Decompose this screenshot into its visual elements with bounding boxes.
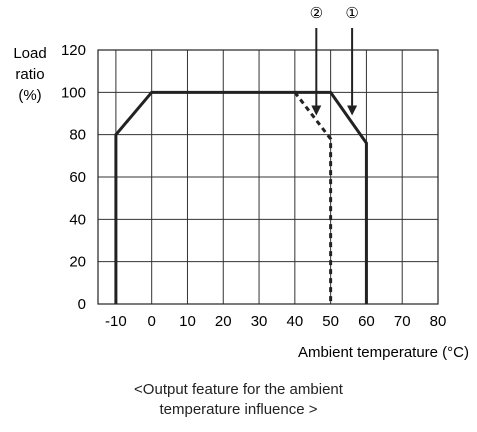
x-tick-label-1: 0 <box>148 313 156 330</box>
y-tick-label-4: 80 <box>69 127 86 144</box>
y-axis-label-line-1: Load <box>13 45 46 62</box>
x-tick-label-0: -10 <box>105 313 127 330</box>
x-tick-label-2: 10 <box>179 313 196 330</box>
caption-line-1: <Output feature for the ambient <box>134 381 343 398</box>
y-axis-label-line-2: ratio <box>15 66 44 83</box>
tick-layer: -10 0 10 20 30 40 50 60 70 80 0 20 40 60 80 100 120 <box>61 42 446 330</box>
x-tick-label-8: 70 <box>394 313 411 330</box>
y-tick-label-1: 20 <box>69 254 86 271</box>
plot-border <box>97 49 439 305</box>
annotation-marker-1: ② <box>310 5 323 22</box>
grid <box>98 49 439 305</box>
x-tick-label-6: 50 <box>322 313 339 330</box>
series-line-1 <box>114 90 368 304</box>
x-tick-label-7: 60 <box>358 313 375 330</box>
y-axis-label: Load ratio (%) <box>13 45 46 104</box>
plot-frame <box>97 49 439 305</box>
y-axis-label-line-3: (%) <box>18 87 41 104</box>
y-tick-label-0: 0 <box>78 296 86 313</box>
series-layer <box>114 90 368 304</box>
y-tick-label-2: 40 <box>69 211 86 228</box>
y-tick-label-5: 100 <box>61 84 86 101</box>
annotation-marker-2: ① <box>345 5 358 22</box>
y-tick-label-3: 60 <box>69 169 86 186</box>
series-line-2 <box>293 91 333 304</box>
caption-line-2: temperature influence > <box>159 401 318 418</box>
x-tick-label-3: 20 <box>215 313 232 330</box>
x-tick-label-9: 80 <box>430 313 447 330</box>
x-axis-label: Ambient temperature (°C) <box>298 344 469 361</box>
x-tick-label-4: 30 <box>251 313 268 330</box>
chart-caption: <Output feature for the ambient temperat… <box>0 380 477 420</box>
x-tick-label-5: 40 <box>286 313 303 330</box>
y-tick-label-6: 120 <box>61 42 86 59</box>
